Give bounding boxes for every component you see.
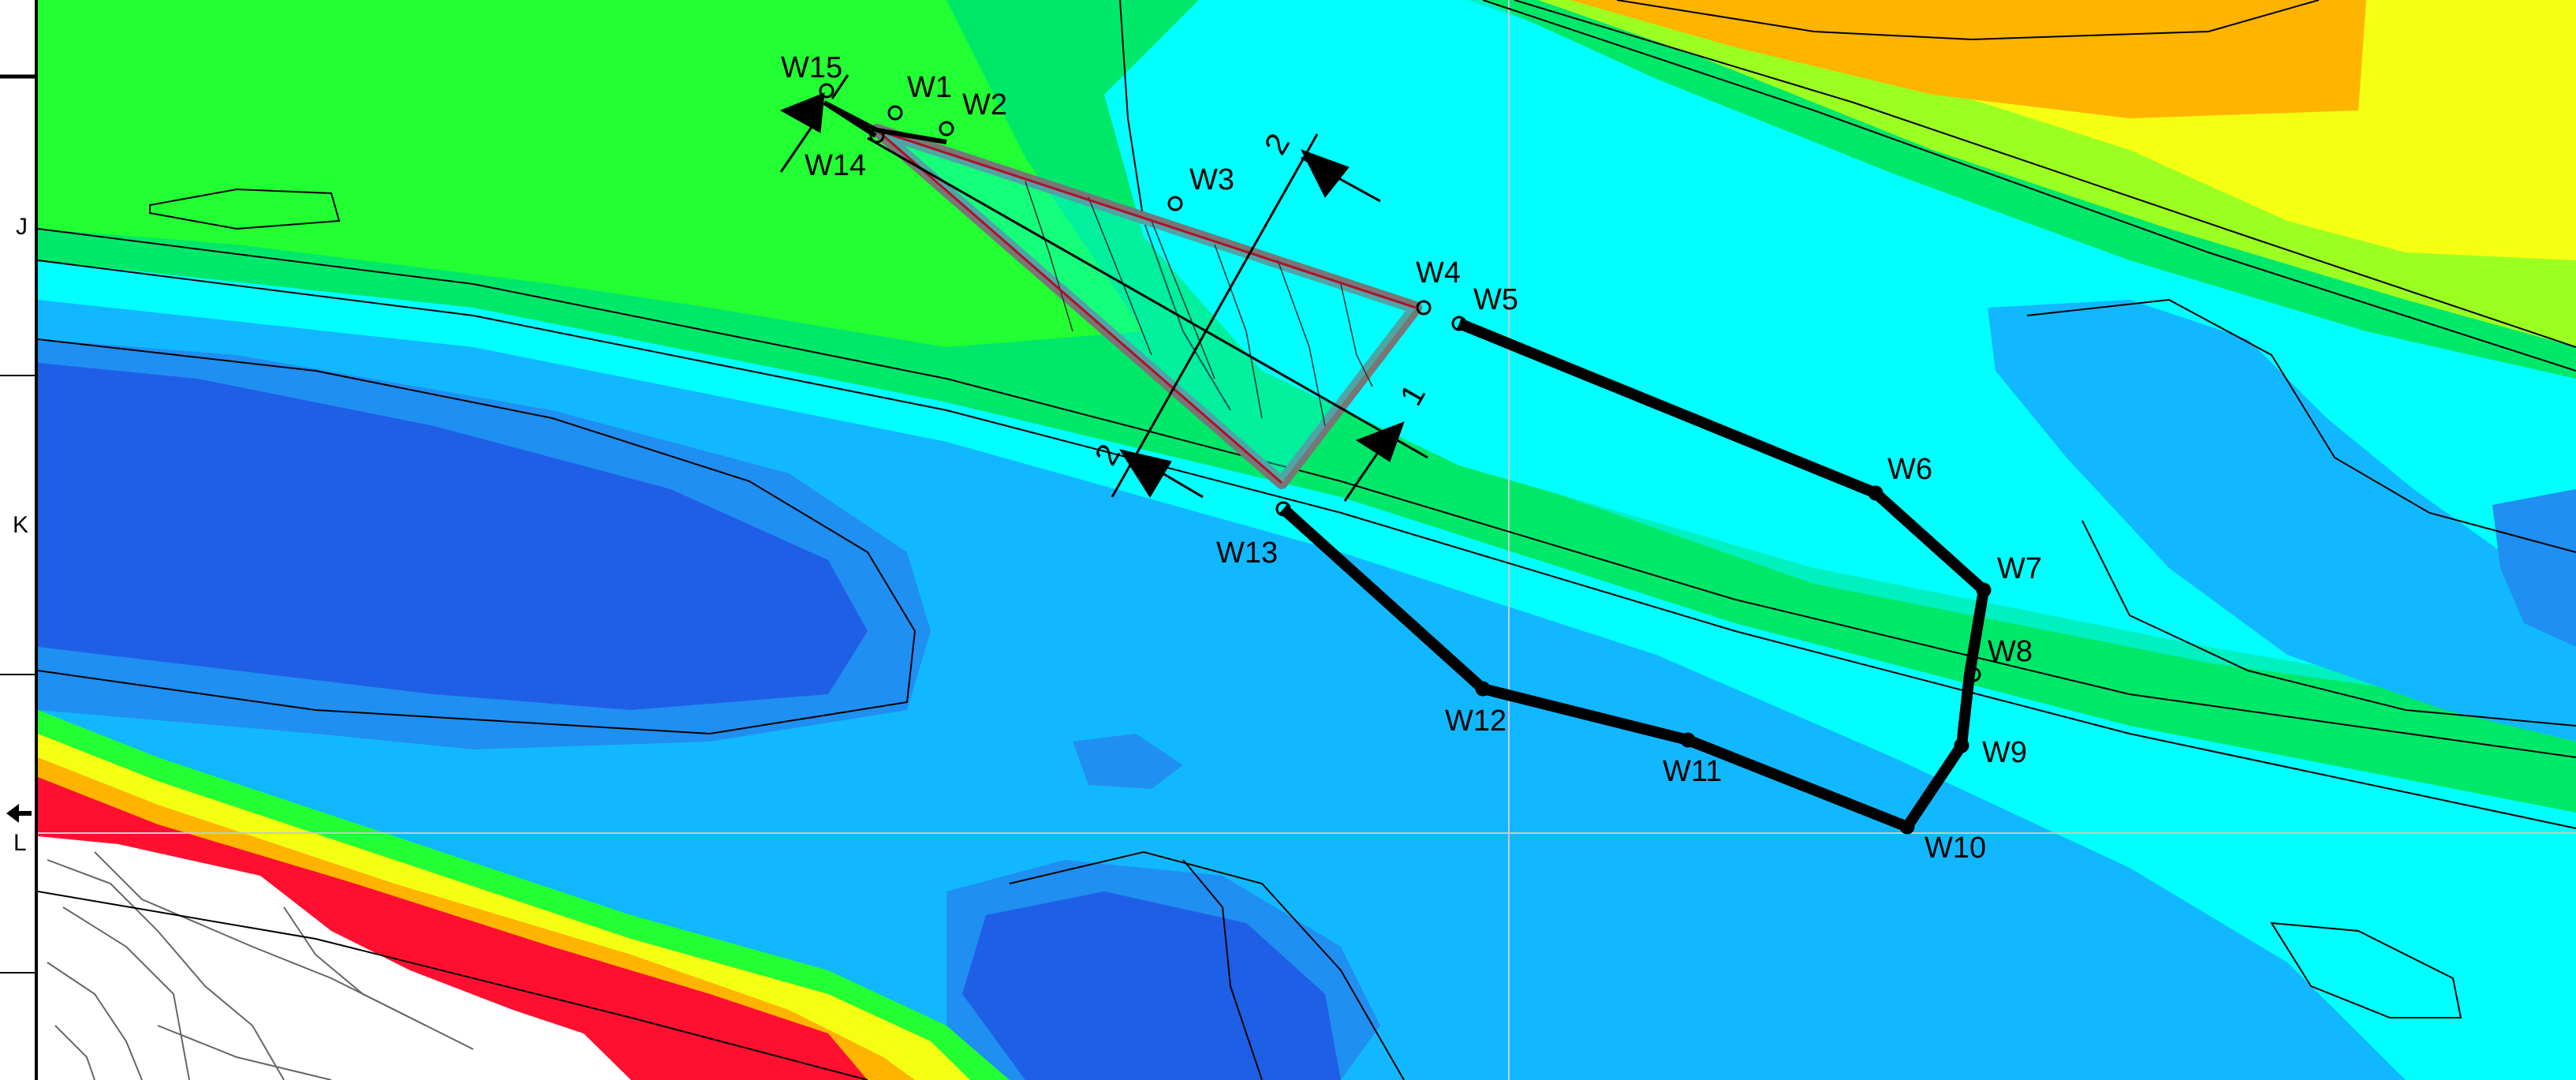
waypoint-label-w10: W10 bbox=[1925, 831, 1986, 865]
waypoint-label-w3: W3 bbox=[1189, 163, 1234, 196]
waypoint-label-w15: W15 bbox=[781, 51, 842, 84]
section-arrows bbox=[779, 74, 1405, 502]
waypoint-label-w9: W9 bbox=[1982, 736, 2027, 769]
blue-pool-right bbox=[1988, 300, 2576, 742]
axis-label-k: K bbox=[13, 512, 28, 538]
waypoint-label-w1: W1 bbox=[907, 71, 952, 104]
survey-section-fill bbox=[877, 130, 1416, 483]
left-axis: J K L bbox=[0, 0, 66, 1080]
waypoint-marker-w12 bbox=[1475, 681, 1491, 697]
waypoint-marker-w5 bbox=[1451, 316, 1467, 331]
waypoint-label-w2: W2 bbox=[962, 88, 1007, 121]
axis-marker-arrow-icon bbox=[6, 804, 32, 823]
waypoint-marker-w9 bbox=[1954, 738, 1969, 753]
urban-area bbox=[38, 836, 631, 1080]
waypoint-marker-w4 bbox=[1416, 300, 1432, 316]
cyan-spot-right bbox=[2272, 923, 2461, 1018]
map-area: W1 W2 W3 W4 W5 W6 W7 W8 W9 W10 W11 W12 W… bbox=[38, 0, 2576, 1080]
waypoint-labels: W1 W2 W3 W4 W5 W6 W7 W8 W9 W10 W11 W12 W… bbox=[781, 51, 2042, 865]
waypoint-marker-w11 bbox=[1680, 732, 1696, 748]
waypoint-label-w5: W5 bbox=[1473, 283, 1518, 316]
route-line bbox=[1279, 318, 1989, 832]
waypoint-label-w11: W11 bbox=[1663, 755, 1722, 788]
section-arrow-right-icon bbox=[1355, 421, 1405, 462]
deep-blue-pool-left bbox=[38, 363, 868, 710]
waypoint-marker-w2 bbox=[939, 121, 954, 136]
waypoint-marker-w7 bbox=[1976, 582, 1992, 598]
waypoint-marker-w8 bbox=[1966, 667, 1981, 682]
section-arrow-top-icon bbox=[1300, 149, 1350, 198]
axis-label-l: L bbox=[13, 830, 27, 856]
route-tip-lower bbox=[823, 100, 877, 138]
section-contours bbox=[1025, 181, 1373, 427]
bright-green-bank bbox=[38, 0, 1144, 347]
waypoint-marker-w14 bbox=[869, 128, 885, 144]
waypoint-marker-w1 bbox=[887, 105, 903, 121]
orange-band-right bbox=[1570, 0, 2366, 118]
yellow-band-edge bbox=[2485, 0, 2576, 55]
waypoint-marker-w13 bbox=[1275, 501, 1291, 517]
urban-streets bbox=[47, 851, 474, 1080]
blue-pool-right-inner bbox=[2492, 489, 2576, 647]
waypoint-marker-w6 bbox=[1868, 485, 1883, 501]
blue-spot bbox=[1073, 734, 1183, 789]
axis-label-j: J bbox=[16, 214, 28, 240]
waypoint-label-w7: W7 bbox=[1997, 552, 2042, 585]
waypoint-label-w13: W13 bbox=[1216, 536, 1278, 570]
waypoint-marker-w10 bbox=[1899, 819, 1915, 835]
section-lines bbox=[867, 133, 1428, 498]
section-arrow-bottom-icon bbox=[1118, 449, 1172, 498]
waypoint-label-w6: W6 bbox=[1887, 453, 1932, 486]
waypoint-markers bbox=[819, 83, 1992, 835]
waypoint-marker-w3 bbox=[1167, 196, 1183, 211]
waypoint-label-w8: W8 bbox=[1988, 635, 2033, 668]
waypoint-label-w4: W4 bbox=[1416, 256, 1461, 290]
waypoint-label-w14: W14 bbox=[805, 149, 866, 182]
waypoint-label-w12: W12 bbox=[1445, 704, 1506, 738]
waypoint-marker-w15 bbox=[819, 83, 834, 99]
